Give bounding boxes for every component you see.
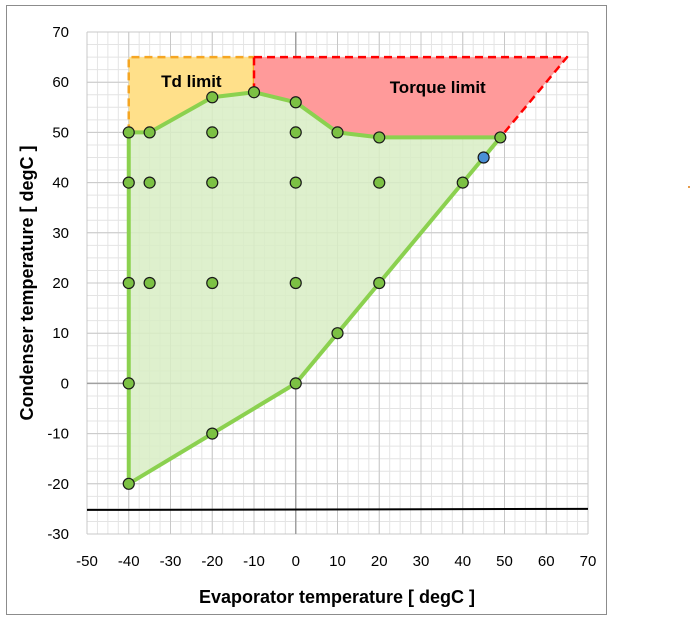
- region-labels: Td limit Torque limit: [161, 72, 486, 97]
- data-point: [289, 126, 302, 139]
- operating-envelope: [126, 90, 503, 486]
- envelope-polygon: [126, 90, 503, 486]
- black-baseline: [86, 507, 589, 511]
- x-tick-label: 40: [454, 553, 471, 570]
- data-point: [206, 91, 219, 104]
- data-point: [247, 86, 261, 99]
- data-point: [373, 176, 386, 189]
- x-axis-title: Evaporator temperature [ degC ]: [199, 587, 475, 607]
- data-point: [122, 276, 135, 290]
- data-point: [289, 176, 302, 189]
- x-tick-label: -10: [243, 553, 265, 570]
- data-point: [143, 176, 156, 189]
- data-points: [122, 86, 507, 490]
- x-tick-label: 70: [580, 553, 597, 570]
- data-point: [456, 176, 469, 189]
- baseline-line: [86, 507, 589, 511]
- tick-labels: -50 -40 -30 -20 -10 0 10 20 30 40 50 60 70 -30 -20 -10 0…: [47, 24, 596, 570]
- data-point: [206, 126, 219, 139]
- x-tick-label: -40: [118, 553, 140, 570]
- data-point: [122, 176, 135, 189]
- data-point: [289, 377, 302, 390]
- x-tick-label: 60: [538, 553, 555, 570]
- x-tick-label: -30: [160, 553, 182, 570]
- y-tick-label: -10: [47, 426, 69, 443]
- x-tick-label: -20: [201, 553, 223, 570]
- x-tick-label: 0: [292, 553, 300, 570]
- data-point: [206, 276, 219, 290]
- data-point: [122, 377, 135, 390]
- data-point: [289, 276, 302, 290]
- x-tick-label: 10: [329, 553, 346, 570]
- data-point: [331, 327, 344, 340]
- data-point: [143, 276, 156, 290]
- y-tick-label: 10: [52, 325, 69, 342]
- y-tick-label: 30: [52, 225, 69, 242]
- data-point: [289, 96, 302, 109]
- y-tick-label: -20: [47, 476, 69, 493]
- y-tick-label: 40: [52, 175, 69, 192]
- y-axis-title: Condenser temperature [ degC ]: [17, 145, 37, 420]
- x-tick-label: 20: [371, 553, 388, 570]
- y-tick-label: 50: [52, 124, 69, 141]
- data-point: [373, 131, 386, 144]
- data-point: [122, 477, 135, 490]
- x-tick-label: 50: [496, 553, 513, 570]
- data-point: [373, 276, 386, 290]
- y-tick-label: 20: [52, 275, 69, 292]
- data-point: [206, 176, 219, 189]
- x-tick-label: -50: [76, 553, 98, 570]
- data-point: [494, 131, 507, 144]
- stray-marker: [688, 186, 690, 188]
- y-tick-label: 70: [52, 24, 69, 41]
- data-point: [331, 126, 344, 139]
- highlight-point: [477, 151, 490, 164]
- region-label-0: Td limit: [161, 72, 222, 91]
- y-tick-label: -30: [47, 526, 69, 543]
- chart-frame: [6, 5, 607, 615]
- data-point: [143, 126, 156, 139]
- x-tick-label: 30: [413, 553, 430, 570]
- y-tick-label: 60: [52, 74, 69, 91]
- y-tick-label: 0: [61, 375, 69, 392]
- region-label-1: Torque limit: [390, 78, 486, 97]
- data-point: [206, 427, 219, 440]
- data-point: [122, 126, 135, 139]
